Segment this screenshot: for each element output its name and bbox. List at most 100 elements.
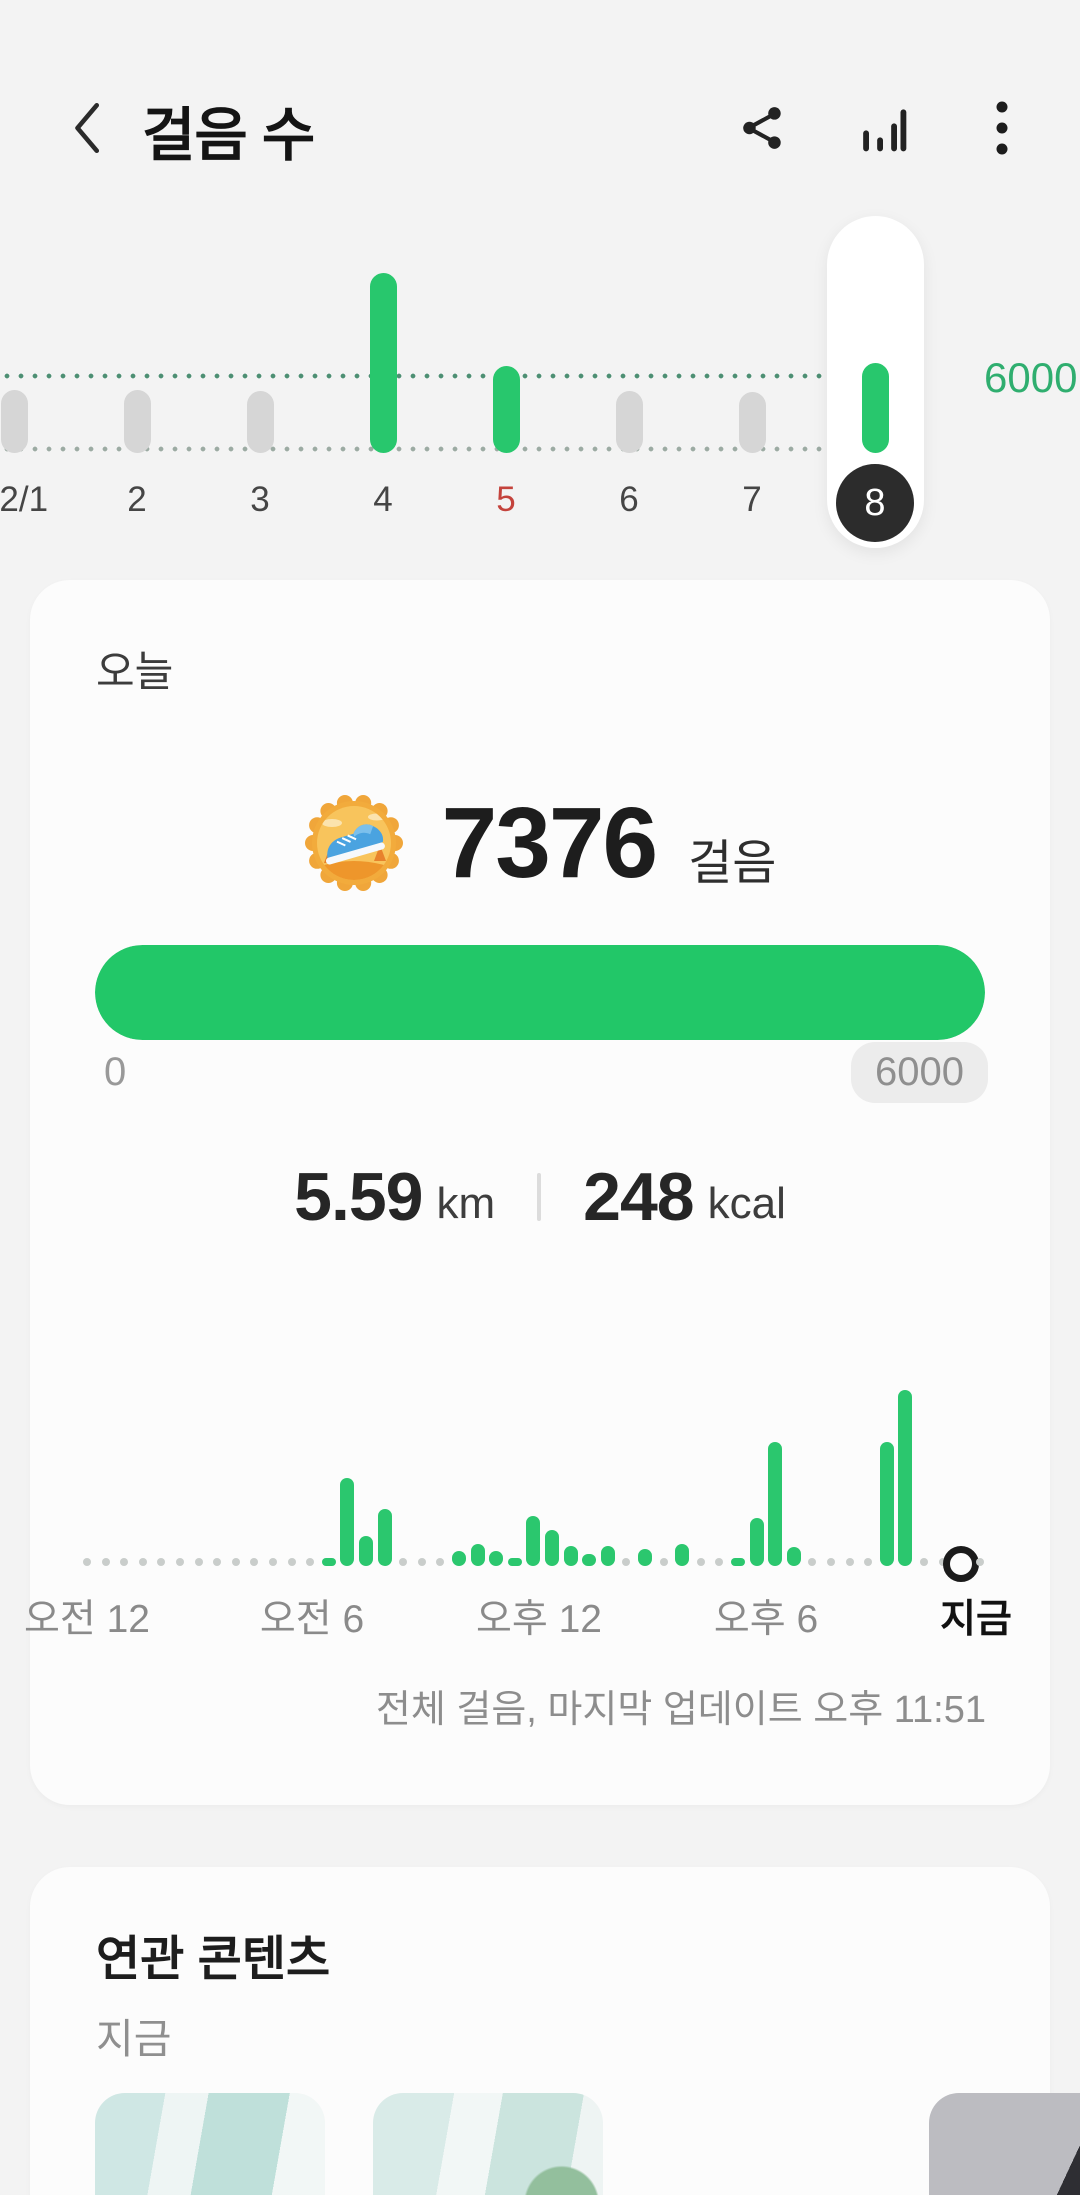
baseline-dot [83,1558,91,1566]
week-day-bar[interactable] [861,363,889,453]
back-icon [75,102,100,154]
baseline-dot [715,1558,724,1566]
week-day-bar[interactable] [246,391,274,453]
hourly-step-chart [30,1350,1050,1582]
baseline-dot [938,1558,947,1566]
step-hero-row: 7376 걸음 [30,768,1050,918]
trends-button[interactable] [848,96,918,160]
more-menu-icon [996,101,1008,155]
baseline-dot [417,1558,426,1566]
metrics-row: 5.59 km 248 kcal [30,1158,1050,1236]
hourly-step-bar [359,1536,373,1566]
thumbnail-woman-stretching[interactable] [95,2093,325,2195]
progress-min-label: 0 [104,1050,127,1094]
baseline-dot [864,1558,873,1566]
hourly-step-bar [321,1558,336,1566]
share-icon [743,107,781,149]
related-content-card: 연관 콘텐츠 지금 [30,1867,1080,2195]
related-thumbnails-row [95,2093,1080,2195]
thumbnail-woman-hair-bun[interactable] [651,2093,881,2195]
hour-axis-label: 오후 6 [713,1598,819,1641]
baseline-dot [808,1558,817,1566]
baseline-dot [696,1558,705,1566]
week-day-bar[interactable] [492,366,520,453]
week-day-label[interactable]: 12/1 [0,480,49,519]
baseline-dot [827,1558,835,1566]
share-button[interactable] [728,96,798,160]
hourly-step-bar [489,1551,504,1566]
baseline-dot [120,1558,129,1566]
baseline-dot [231,1558,240,1566]
hourly-step-bar [638,1549,652,1566]
hourly-step-bar [898,1390,913,1566]
baseline-dot [975,1558,984,1566]
hourly-step-bar [545,1530,559,1566]
week-day-bar[interactable] [0,390,28,453]
baseline-dot [101,1558,110,1566]
hour-axis-label: 오전 12 [24,1598,150,1641]
goal-dotted-line [0,373,828,379]
thumbnail-legs-workout[interactable] [929,2093,1080,2195]
week-day-label[interactable]: 7 [742,480,762,519]
step-goal-badge-icon [304,795,403,891]
baseline-dot [250,1558,259,1566]
week-day-label[interactable]: 5 [496,480,516,519]
hourly-step-bar [452,1551,466,1566]
last-updated-text: 전체 걸음, 마지막 업데이트 오후 11:51 [375,1689,986,1731]
hourly-step-bar [731,1558,745,1566]
distance-value: 5.59 [294,1159,423,1235]
today-summary-card: 오늘 [24,580,1050,1805]
hourly-step-bar [526,1516,541,1566]
baseline-dot [287,1558,296,1566]
hourly-step-bar [470,1544,485,1566]
week-day-bar[interactable] [123,390,151,453]
weekly-step-chart[interactable]: 12/1 2 3 4 5 6 7 8 6000 [0,0,1080,560]
baseline-dotted-line [0,446,828,452]
distance-unit: km [436,1179,496,1228]
metric-divider [537,1173,542,1221]
hour-axis-label: 오전 6 [259,1598,365,1641]
goal-progress-fill [95,945,985,1040]
hourly-step-bar [600,1546,615,1566]
related-content-subtitle: 지금 [96,2016,172,2062]
week-day-label[interactable]: 4 [373,480,393,519]
goal-progress-bar [95,945,985,1040]
page-title: 걸음 수 [142,103,315,168]
baseline-dot [194,1558,203,1566]
hour-axis-label: 오후 12 [476,1598,602,1641]
step-count-value: 7376 [441,786,658,899]
baseline-dot [306,1558,315,1566]
more-options-button[interactable] [972,96,1032,160]
baseline-dot [622,1558,631,1566]
hourly-step-bar [768,1442,783,1566]
week-day-label[interactable]: 6 [619,480,639,519]
goal-value-label: 6000 [984,354,1078,401]
baseline-dot [399,1558,408,1566]
calories-value: 248 [583,1159,694,1235]
hourly-step-bar [340,1478,355,1566]
week-day-bar[interactable] [369,273,397,453]
progress-goal-chip[interactable]: 6000 [851,1042,988,1103]
baseline-dot [845,1558,854,1566]
back-button[interactable] [58,98,118,158]
week-day-label[interactable]: 2 [127,480,147,519]
baseline-dot [157,1558,166,1566]
hourly-step-bar [749,1518,764,1566]
hourly-step-bar [879,1442,894,1566]
baseline-dot [436,1558,445,1566]
hourly-step-bar [563,1546,578,1566]
hourly-step-bar [507,1558,522,1566]
baseline-dot [138,1558,147,1566]
week-day-bar[interactable] [615,391,643,453]
baseline-dot [176,1558,184,1566]
baseline-dot [213,1558,222,1566]
week-day-label[interactable]: 3 [250,480,270,519]
hourly-step-bar [377,1509,392,1566]
calories-unit: kcal [707,1179,786,1228]
selected-day-circle[interactable]: 8 [836,464,914,542]
baseline-dot [659,1558,668,1566]
hourly-step-bar [786,1547,801,1566]
thumbnail-man-plank[interactable] [373,2093,603,2195]
week-day-bar[interactable] [738,392,766,453]
